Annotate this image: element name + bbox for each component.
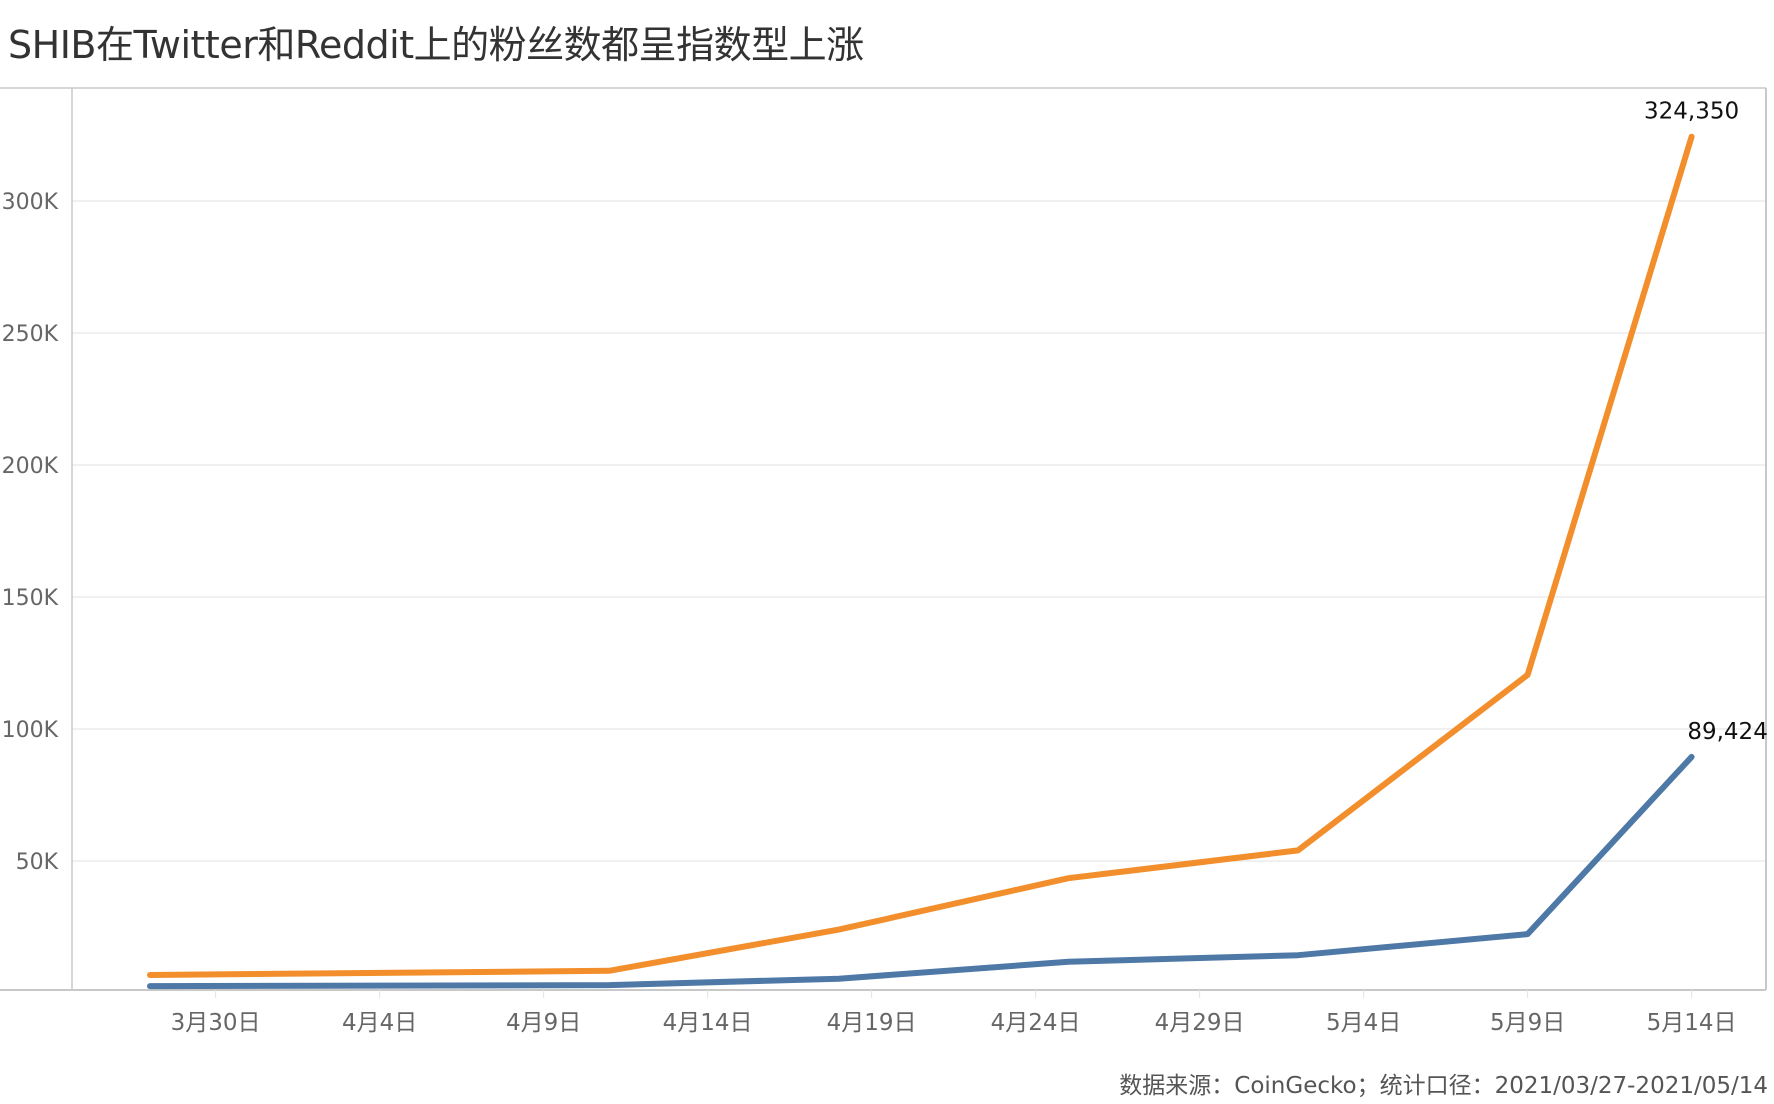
- y-tick-label: 150K: [2, 586, 59, 611]
- x-tick-label: 4月24日: [991, 1010, 1081, 1036]
- x-tick-label: 4月14日: [663, 1010, 753, 1036]
- x-tick-label: 5月4日: [1326, 1010, 1401, 1036]
- y-tick-label: 50K: [16, 850, 59, 875]
- x-tick-label: 4月29日: [1155, 1010, 1245, 1036]
- y-axis: 50K 100K 150K 200K 250K 300K: [2, 190, 59, 875]
- end-value-label: 89,424: [1687, 719, 1767, 745]
- y-tick-label: 300K: [2, 190, 59, 215]
- source-note: 数据来源：CoinGecko；统计口径：2021/03/27-2021/05/1…: [1119, 1073, 1768, 1099]
- chart-title: SHIB在Twitter和Reddit上的粉丝数都呈指数型上涨: [8, 23, 864, 67]
- series-lines: [147, 133, 1695, 990]
- y-tick-label: 250K: [2, 322, 59, 347]
- gridlines: [72, 200, 1766, 862]
- y-tick-label: 100K: [2, 718, 59, 743]
- x-tick-label: 4月9日: [506, 1010, 581, 1036]
- data-labels: 324,350 89,424: [1644, 99, 1768, 745]
- series-line-twitter: [147, 133, 1695, 978]
- x-tick-label: 5月14日: [1647, 1010, 1737, 1036]
- plot-frame: [0, 87, 1767, 991]
- series-line-reddit: [147, 753, 1695, 990]
- x-axis: 3月30日 4月4日 4月9日 4月14日 4月19日 4月24日 4月29日 5月4日 5月9…: [171, 990, 1737, 1036]
- x-tick-label: 4月19日: [827, 1010, 917, 1036]
- y-tick-label: 200K: [2, 454, 59, 479]
- x-tick-label: 5月9日: [1490, 1010, 1565, 1036]
- x-tick-label: 3月30日: [171, 1010, 261, 1036]
- end-value-label: 324,350: [1644, 99, 1739, 125]
- x-tick-label: 4月4日: [342, 1010, 417, 1036]
